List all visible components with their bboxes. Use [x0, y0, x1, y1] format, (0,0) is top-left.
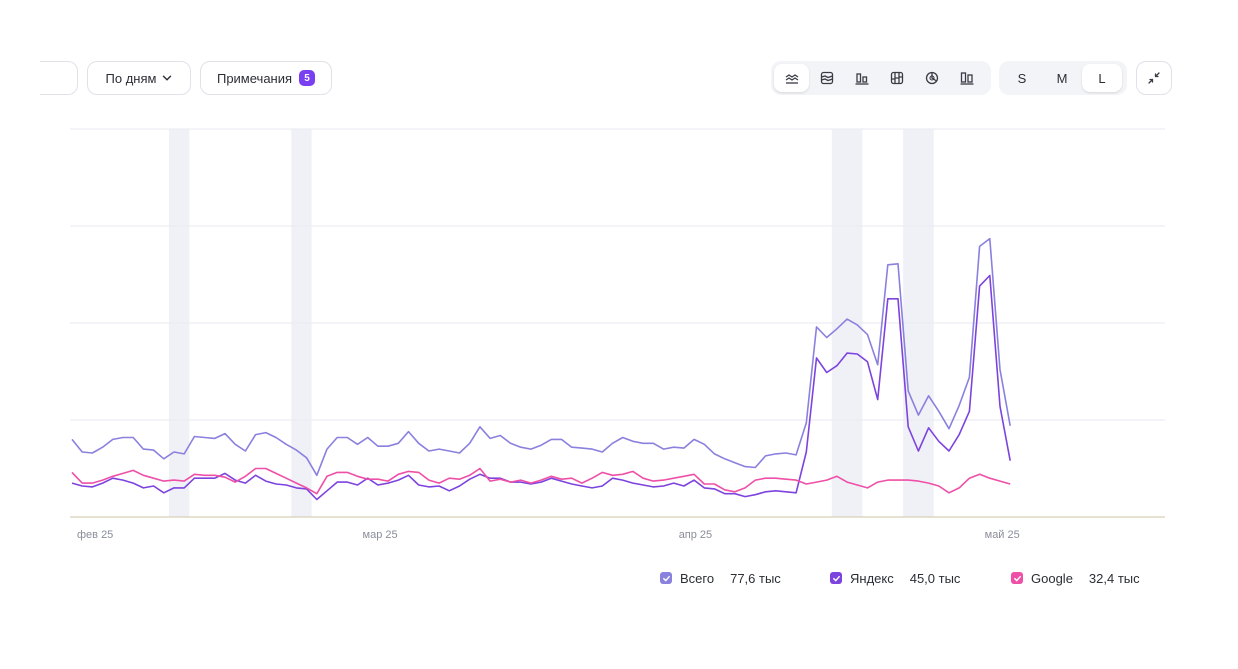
line-chart-icon[interactable]	[774, 64, 809, 92]
grouping-label: По дням	[105, 70, 157, 86]
column-chart-icon[interactable]	[949, 64, 984, 92]
chart-toolbar: По дням Примечания 5 S M L	[0, 0, 1238, 160]
checkbox-checked-icon[interactable]	[830, 572, 842, 584]
legend-item-yandex[interactable]: Яндекс 45,0 тыс	[830, 568, 960, 588]
notes-count-badge: 5	[299, 70, 316, 86]
pie-chart-icon[interactable]	[914, 64, 949, 92]
legend-series-name: Всего	[680, 570, 715, 586]
period-selector-button[interactable]	[40, 61, 78, 95]
grouping-dropdown[interactable]: По дням	[87, 61, 191, 95]
checkbox-checked-icon[interactable]	[660, 572, 672, 584]
stacked-area-icon[interactable]	[809, 64, 844, 92]
series-line-yandex	[71, 274, 1011, 501]
bar-chart-icon[interactable]	[844, 64, 879, 92]
legend-series-name: Яндекс	[850, 570, 894, 586]
size-s-button[interactable]: S	[1017, 70, 1027, 86]
x-tick-label: апр 25	[679, 529, 712, 541]
legend-series-total: 77,6 тыс	[730, 570, 781, 586]
notes-button[interactable]: Примечания 5	[200, 61, 332, 95]
x-tick-label: мар 25	[363, 529, 398, 541]
chart-size-switcher: S M L	[999, 61, 1127, 95]
chevron-down-icon	[163, 75, 172, 81]
checkbox-checked-icon[interactable]	[1011, 572, 1023, 584]
collapse-button[interactable]	[1136, 61, 1172, 95]
notes-label: Примечания	[216, 70, 293, 86]
legend-series-total: 45,0 тыс	[909, 570, 961, 586]
collapse-icon	[1148, 72, 1160, 84]
x-tick-label: май 25	[985, 529, 1020, 541]
series-line-google	[71, 467, 1011, 495]
series-line-total	[71, 237, 1011, 477]
stacked-bar-icon[interactable]	[879, 64, 914, 92]
legend-item-google[interactable]: Google 32,4 тыс	[1011, 568, 1140, 588]
chart-type-switcher	[771, 61, 991, 95]
legend-item-total[interactable]: Всего 77,6 тыс	[660, 568, 781, 588]
size-l-button[interactable]: L	[1082, 64, 1122, 92]
legend-series-name: Google	[1031, 570, 1073, 586]
legend-series-total: 32,4 тыс	[1088, 570, 1140, 586]
x-tick-label: фев 25	[77, 529, 113, 541]
size-m-button[interactable]: M	[1056, 70, 1068, 86]
